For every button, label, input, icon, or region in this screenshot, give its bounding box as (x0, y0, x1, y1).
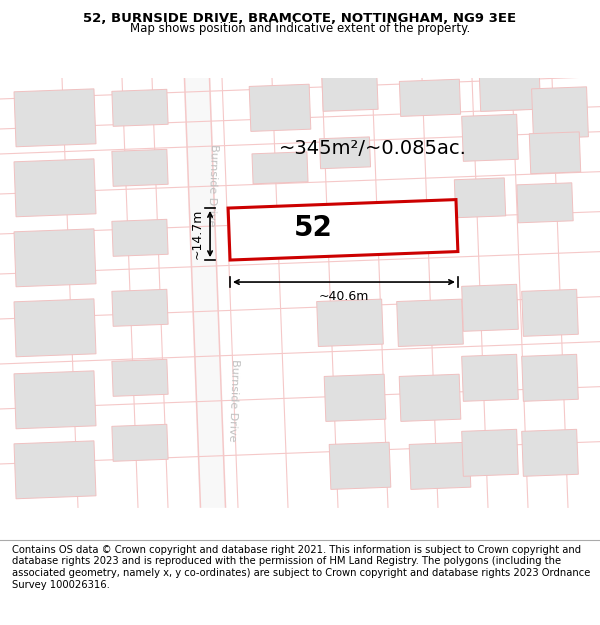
Text: Map shows position and indicative extent of the property.: Map shows position and indicative extent… (130, 22, 470, 35)
Polygon shape (461, 114, 518, 161)
Polygon shape (322, 74, 378, 111)
Text: Burnside Drive: Burnside Drive (205, 144, 218, 227)
Polygon shape (112, 89, 168, 126)
Polygon shape (14, 371, 96, 429)
Polygon shape (14, 299, 96, 357)
Polygon shape (209, 78, 226, 508)
Polygon shape (399, 374, 461, 421)
Polygon shape (479, 74, 541, 111)
Polygon shape (184, 78, 201, 508)
Polygon shape (184, 78, 227, 508)
Polygon shape (532, 87, 589, 139)
Polygon shape (14, 89, 96, 147)
Polygon shape (228, 199, 458, 260)
Polygon shape (329, 442, 391, 489)
Text: ~345m²/~0.085ac.: ~345m²/~0.085ac. (279, 139, 467, 158)
Polygon shape (521, 429, 578, 476)
Polygon shape (252, 152, 308, 184)
Polygon shape (112, 289, 168, 326)
Text: 52, BURNSIDE DRIVE, BRAMCOTE, NOTTINGHAM, NG9 3EE: 52, BURNSIDE DRIVE, BRAMCOTE, NOTTINGHAM… (83, 12, 517, 25)
Polygon shape (517, 182, 573, 223)
Polygon shape (319, 137, 371, 169)
Polygon shape (529, 132, 581, 174)
Polygon shape (454, 178, 506, 217)
Text: Contains OS data © Crown copyright and database right 2021. This information is : Contains OS data © Crown copyright and d… (12, 545, 590, 589)
Polygon shape (14, 441, 96, 499)
Text: ~14.7m: ~14.7m (191, 209, 204, 259)
Text: ~40.6m: ~40.6m (319, 290, 369, 303)
Polygon shape (112, 424, 168, 461)
Polygon shape (409, 442, 471, 489)
Polygon shape (461, 284, 518, 331)
Text: Burnside Drive: Burnside Drive (226, 359, 239, 442)
Polygon shape (461, 429, 518, 476)
Polygon shape (249, 84, 311, 131)
Text: 52: 52 (293, 214, 332, 242)
Polygon shape (461, 354, 518, 401)
Polygon shape (324, 374, 386, 421)
Polygon shape (14, 229, 96, 287)
Polygon shape (521, 289, 578, 336)
Polygon shape (112, 219, 168, 256)
Polygon shape (317, 299, 383, 346)
Polygon shape (400, 79, 461, 116)
Polygon shape (14, 159, 96, 217)
Polygon shape (112, 149, 168, 186)
Polygon shape (112, 359, 168, 396)
Polygon shape (397, 299, 463, 346)
Polygon shape (521, 354, 578, 401)
